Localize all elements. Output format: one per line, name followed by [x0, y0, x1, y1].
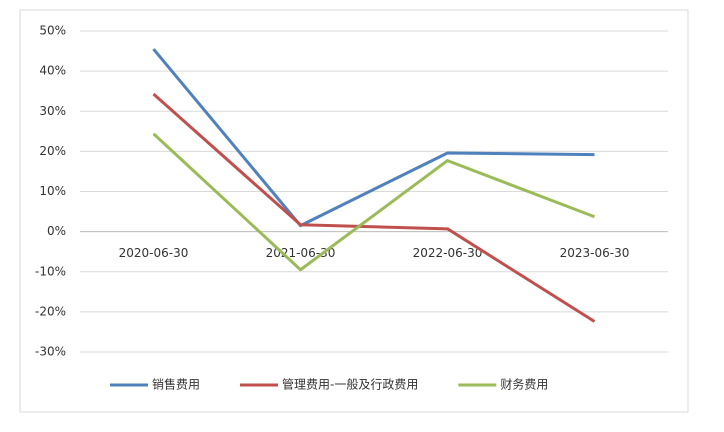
- y-tick-label: -10%: [35, 264, 66, 278]
- series-line: [152, 48, 595, 228]
- y-tick-label: -20%: [35, 304, 66, 318]
- x-tick-label: 2023-06-30: [560, 246, 630, 260]
- y-tick-label: 0%: [47, 224, 66, 238]
- legend-label: 管理费用-一般及行政费用: [282, 377, 418, 392]
- legend-label: 财务费用: [500, 377, 548, 392]
- y-tick-label: 10%: [39, 184, 66, 198]
- series-line: [152, 92, 596, 323]
- x-tick-label: 2020-06-30: [119, 246, 189, 260]
- legend-label: 销售费用: [152, 377, 200, 392]
- y-tick-label: -30%: [35, 345, 66, 359]
- y-tick-label: 30%: [39, 104, 66, 118]
- y-tick-label: 20%: [39, 144, 66, 158]
- x-tick-label: 2022-06-30: [413, 246, 483, 260]
- y-tick-label: 50%: [39, 24, 66, 38]
- y-tick-label: 40%: [39, 64, 66, 78]
- series-line: [152, 132, 596, 272]
